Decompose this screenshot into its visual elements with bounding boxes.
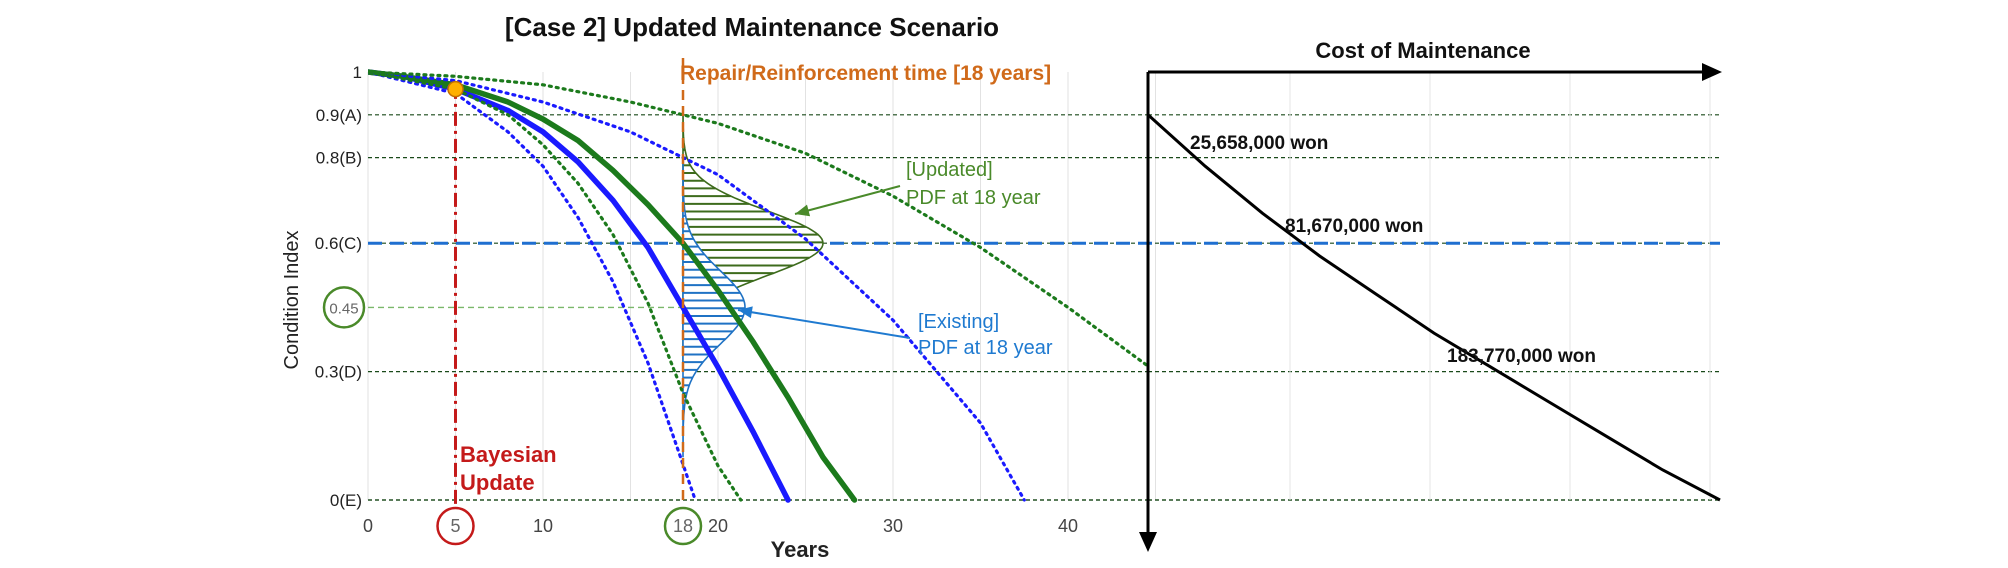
x-tick-label: 40 <box>1058 516 1078 536</box>
series-line-1 <box>368 69 858 503</box>
updated-pdf-label-line1: [Updated] <box>906 159 993 181</box>
series-line-5 <box>368 70 1148 369</box>
existing-pdf-label-line1: [Existing] <box>918 311 999 333</box>
y-tick-label: 1 <box>353 63 362 82</box>
y-tick-circle-045 <box>322 286 366 329</box>
existing-pdf-label-line2: PDF at 18 year <box>918 337 1053 359</box>
y-tick-label: 0.8(B) <box>316 149 362 168</box>
cost-title: Cost of Maintenance <box>1315 38 1530 63</box>
pdf-regions <box>682 114 824 458</box>
y-tick-label: 0.9(A) <box>316 106 362 125</box>
x-tick-circle-18 <box>663 506 703 546</box>
cost-panel <box>1139 63 1722 552</box>
x-tick-label: 18 <box>673 516 693 536</box>
existing-pdf-arrow-shaft <box>737 309 911 339</box>
series-line-2 <box>368 70 697 502</box>
bayesian-label-line2: Update <box>460 470 535 495</box>
y-axis-label: Condition Index <box>281 231 303 370</box>
existing-pdf-arrow-head <box>738 306 753 319</box>
cost-label-2: 81,670,000 won <box>1285 216 1423 237</box>
series-line-3 <box>368 70 1026 502</box>
series-lines <box>368 69 1148 503</box>
x-axis-label: Years <box>771 537 830 562</box>
y-tick-label: 0.3(D) <box>315 363 362 382</box>
markers <box>447 58 911 505</box>
x-tick-label: 0 <box>363 516 373 536</box>
x-tick-label: 20 <box>708 516 728 536</box>
chart-title: [Case 2] Updated Maintenance Scenario <box>505 12 999 42</box>
cost-label-1: 25,658,000 won <box>1190 133 1328 154</box>
y-tick-label: 0.45 <box>329 300 358 317</box>
updated-pdf-arrow-shaft <box>794 185 901 215</box>
cost-curve <box>1146 113 1721 502</box>
cost-y-axis-arrowhead <box>1139 532 1157 552</box>
y-tick-label: 0(E) <box>330 491 362 510</box>
x-tick-label: 30 <box>883 516 903 536</box>
cost-x-axis-arrowhead <box>1702 63 1722 81</box>
x-tick-label: 5 <box>450 516 460 536</box>
series-line-4 <box>368 70 743 502</box>
bayesian-label-line1: Bayesian <box>460 442 557 467</box>
update-point-marker <box>447 80 464 98</box>
axes: 0 5 10 18 20 30 40 1 0.9(A) 0.8(B) 0.6(C) 0.45 0.3(D… <box>315 63 1078 546</box>
cost-label-3: 183,770,000 won <box>1447 346 1596 367</box>
x-tick-label: 10 <box>533 516 553 536</box>
x-tick-circle-5 <box>436 506 475 546</box>
updated-pdf-label-line2: PDF at 18 year <box>906 187 1041 209</box>
y-tick-label: 0.6(C) <box>315 234 362 253</box>
repair-time-label: Repair/Reinforcement time [18 years] <box>680 62 1051 85</box>
updated-pdf-arrow-head <box>795 204 811 217</box>
